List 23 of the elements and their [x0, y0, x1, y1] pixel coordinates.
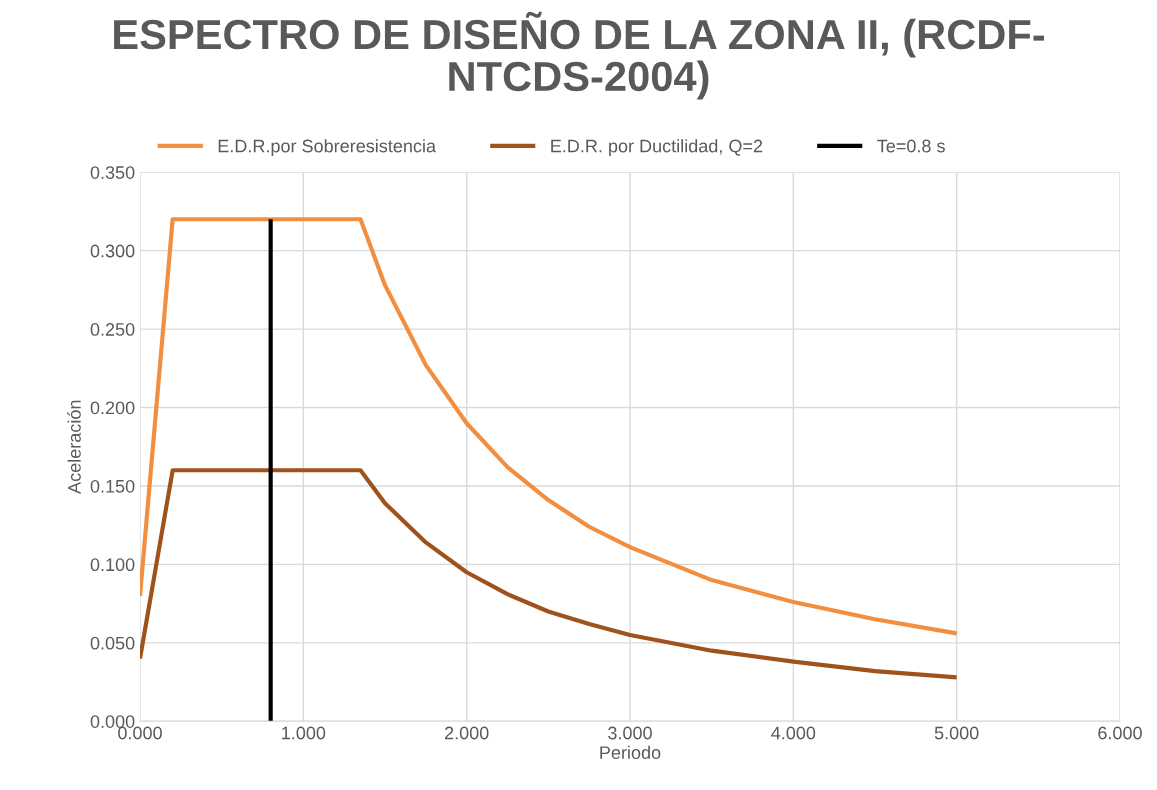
chart-title: ESPECTRO DE DISEÑO DE LA ZONA II, (RCDF- NTCDS-2004) — [114, 11, 1045, 100]
x-tick-label: 3.000 — [608, 726, 652, 740]
y-axis-title: Aceleración — [67, 400, 81, 494]
x-tick-label: 5.000 — [934, 726, 979, 740]
y-tick-label: 0.200 — [90, 401, 135, 415]
y-tick-label: 0.150 — [90, 479, 135, 493]
y-tick-label: 0.000 — [90, 715, 135, 728]
x-tick-label: 4.000 — [771, 726, 816, 740]
x-tick-label: 0.000 — [118, 726, 162, 740]
x-axis-title: Periodo — [600, 745, 661, 759]
y-tick-label: 0.300 — [90, 244, 135, 258]
legend-label: Te=0.8 s — [877, 139, 945, 153]
x-tick-label: 1.000 — [282, 726, 326, 740]
y-tick-label: 0.100 — [90, 558, 135, 572]
legend-label: E.D.R.por Sobreresistencia — [218, 139, 437, 156]
y-tick-label: 0.250 — [90, 323, 135, 336]
y-tick-label: 0.050 — [90, 636, 135, 650]
x-tick-label: 2.000 — [444, 726, 489, 740]
y-tick-label: 0.350 — [90, 166, 135, 179]
line-series — [140, 468, 959, 680]
legend-label: E.D.R. por Ductilidad, Q=2 — [551, 139, 763, 156]
line-series — [140, 217, 959, 636]
x-tick-label: 6.000 — [1098, 726, 1142, 740]
